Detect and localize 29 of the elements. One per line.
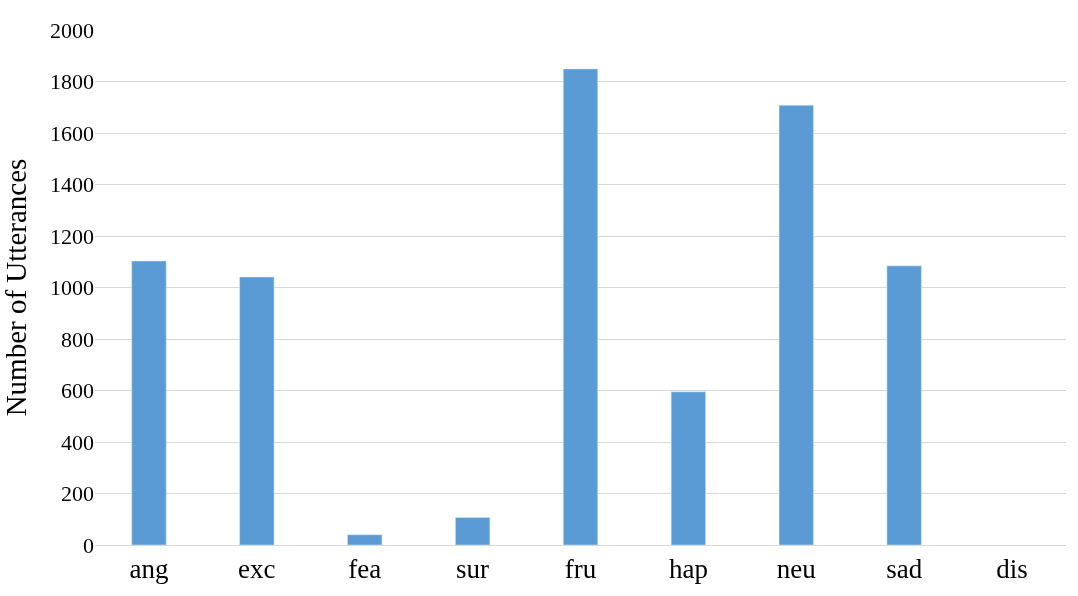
y-tick-label: 1200: [50, 223, 94, 249]
bar: [239, 276, 275, 545]
y-axis-title: Number of Utterances: [0, 158, 32, 417]
x-tick-label: ang: [129, 554, 169, 585]
x-tick-label: exc: [238, 554, 276, 585]
x-tick-label: dis: [996, 554, 1028, 585]
y-tick-label: 1800: [50, 69, 94, 95]
y-tick-label: 600: [61, 378, 94, 404]
bar: [562, 68, 599, 545]
x-tick-label: fea: [348, 554, 382, 585]
x-tick-label: hap: [668, 554, 708, 585]
bar: [347, 534, 383, 545]
y-tick-label: 800: [61, 326, 94, 352]
bar: [778, 104, 814, 545]
y-tick-label: 1400: [50, 172, 94, 198]
bar: [670, 391, 706, 545]
y-tick-label: 2000: [50, 17, 94, 43]
x-tick-label: fru: [564, 554, 597, 585]
y-tick-label: 1000: [50, 275, 94, 301]
x-tick-label: sur: [456, 554, 490, 585]
bar: [886, 265, 922, 545]
bar: [131, 260, 167, 545]
y-tick-label: 1600: [50, 120, 94, 146]
bar: [455, 517, 491, 545]
y-tick-label: 0: [83, 532, 94, 558]
y-tick-label: 200: [61, 481, 94, 507]
x-tick-label: neu: [776, 554, 817, 585]
x-tick-label: sad: [886, 554, 923, 585]
y-tick-label: 400: [61, 429, 94, 455]
